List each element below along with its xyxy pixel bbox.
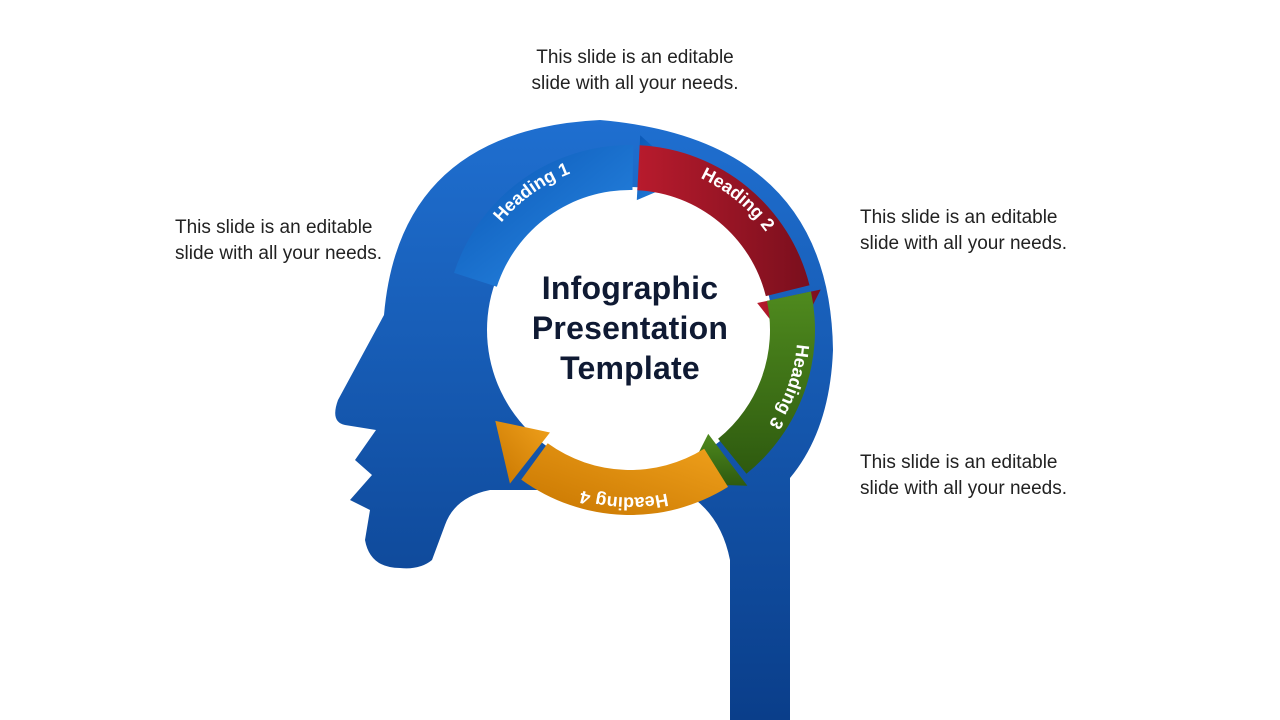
annotation-heading4: This slide is an editable slide with all … (860, 450, 1130, 501)
annotation-heading1-line1: This slide is an editable (175, 217, 373, 238)
annotation-heading1-line2: slide with all your needs. (175, 243, 382, 264)
annotation-heading4-line2: slide with all your needs. (860, 478, 1067, 499)
title-line1: Infographic (542, 270, 718, 306)
annotation-heading3-line2: slide with all your needs. (860, 233, 1067, 254)
annotation-heading1: This slide is an editable slide with all … (175, 215, 445, 266)
annotation-heading3-line1: This slide is an editable (860, 207, 1058, 228)
center-title: Infographic Presentation Template (500, 268, 760, 388)
annotation-heading2-line1: This slide is an editable (536, 47, 734, 68)
title-line3: Template (560, 350, 700, 386)
annotation-heading4-line1: This slide is an editable (860, 452, 1058, 473)
infographic-stage: Heading 1Heading 2Heading 3Heading 4 Inf… (0, 0, 1280, 720)
title-line2: Presentation (532, 310, 728, 346)
annotation-heading2: This slide is an editable slide with all … (500, 45, 770, 96)
annotation-heading2-line2: slide with all your needs. (532, 73, 739, 94)
annotation-heading3: This slide is an editable slide with all … (860, 205, 1130, 256)
